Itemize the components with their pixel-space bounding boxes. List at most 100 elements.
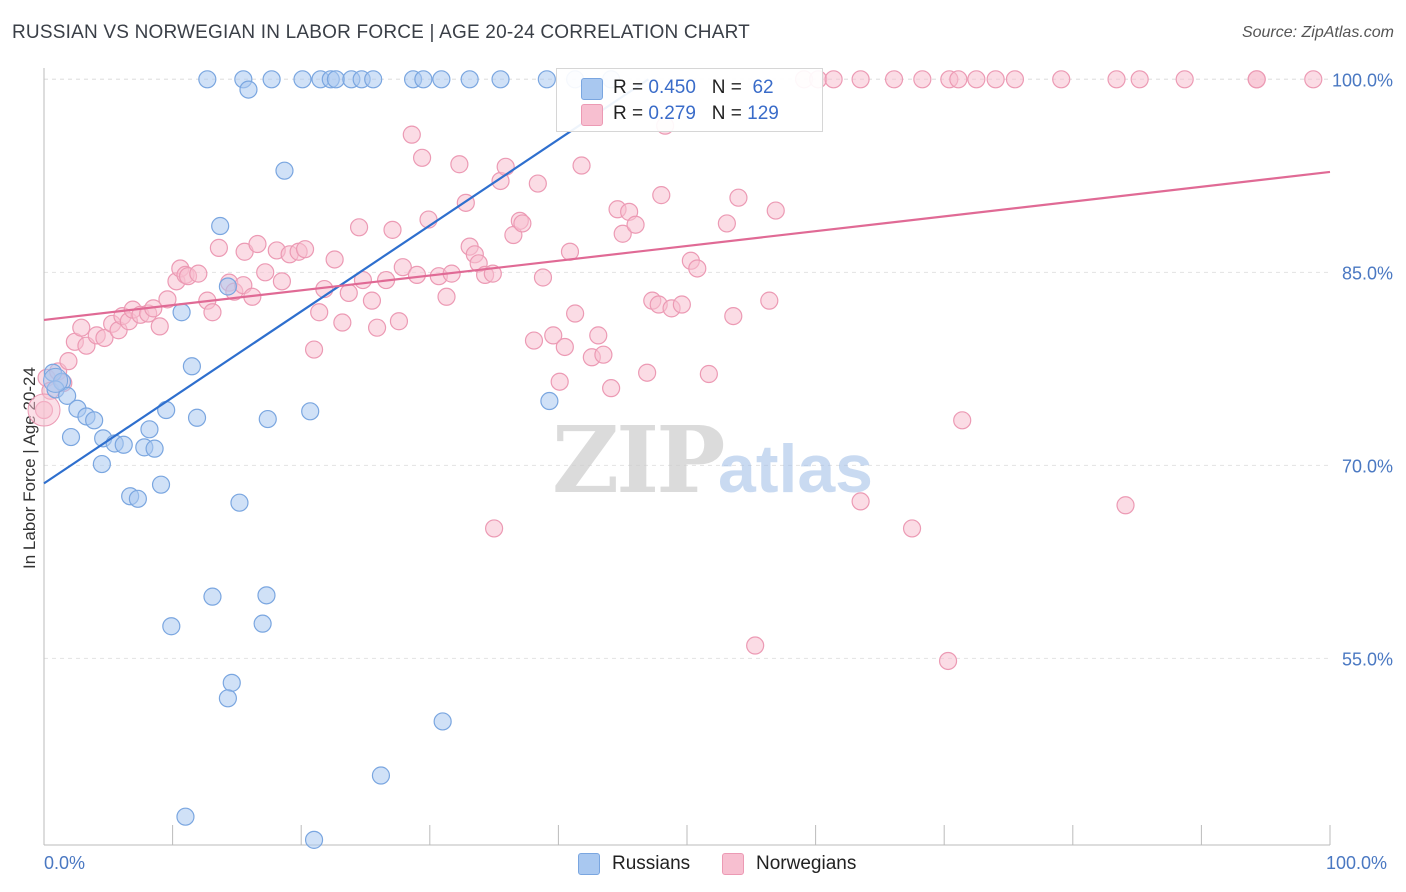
legend-n-label: N = bbox=[711, 103, 742, 124]
watermark-atlas: atlas bbox=[718, 431, 873, 507]
norwegian-point bbox=[884, 70, 904, 89]
russian-point bbox=[257, 586, 276, 605]
russian-point bbox=[140, 420, 159, 439]
norwegian-point bbox=[437, 287, 456, 306]
russian-point bbox=[491, 70, 510, 89]
norwegians-swatch bbox=[722, 853, 744, 875]
norwegian-point bbox=[594, 345, 613, 364]
russian-point bbox=[176, 807, 195, 826]
norwegian-point bbox=[967, 70, 986, 89]
norwegian-point bbox=[72, 318, 91, 337]
norwegian-point bbox=[626, 215, 645, 234]
legend-r-value: 0.450 bbox=[648, 77, 696, 98]
russian-point bbox=[275, 161, 294, 180]
norwegians-trend-line bbox=[43, 170, 1331, 322]
norwegian-point bbox=[272, 272, 292, 291]
norwegian-point bbox=[485, 519, 504, 538]
russian-point bbox=[218, 277, 237, 296]
y-tick-label: 100.0% bbox=[1332, 70, 1393, 90]
legend-r-label: R = bbox=[613, 77, 644, 98]
russian-point bbox=[414, 70, 433, 89]
norwegian-point bbox=[513, 214, 532, 233]
norwegian-point bbox=[158, 290, 177, 309]
norwegian-point bbox=[824, 70, 843, 89]
russian-point bbox=[222, 673, 241, 692]
norwegian-point bbox=[325, 250, 344, 269]
legend-n-label: N = bbox=[711, 77, 742, 98]
russian-point bbox=[85, 411, 104, 430]
russian-point bbox=[304, 830, 324, 849]
norwegian-point bbox=[638, 363, 657, 382]
russian-point bbox=[253, 614, 272, 633]
norwegian-point bbox=[1130, 70, 1149, 89]
bottom-legend-norwegians-label: Norwegians bbox=[756, 853, 857, 874]
bottom-legend-russians-label: Russians bbox=[612, 853, 691, 874]
norwegian-point bbox=[304, 340, 324, 359]
norwegian-point bbox=[602, 379, 621, 398]
russian-point bbox=[187, 408, 207, 427]
norwegian-point bbox=[851, 70, 870, 89]
russian-point bbox=[460, 70, 479, 89]
russian-point bbox=[114, 435, 133, 454]
norwegian-point bbox=[766, 201, 785, 220]
source-credit: Source: ZipAtlas.com bbox=[1241, 24, 1394, 41]
watermark-zip: ZIP bbox=[552, 406, 723, 514]
russian-point bbox=[262, 70, 281, 89]
norwegian-point bbox=[450, 155, 469, 174]
y-tick-label: 55.0% bbox=[1342, 649, 1393, 669]
norwegian-point bbox=[1107, 70, 1126, 89]
norwegian-point bbox=[1052, 70, 1071, 89]
norwegian-point bbox=[393, 258, 412, 277]
norwegian-point bbox=[699, 364, 718, 384]
norwegian-point bbox=[95, 328, 114, 348]
russian-point bbox=[326, 70, 346, 89]
norwegian-point bbox=[333, 313, 352, 332]
norwegian-point bbox=[349, 218, 369, 237]
norwegian-point bbox=[150, 317, 169, 336]
russian-point-cluster bbox=[43, 367, 69, 393]
norwegian-point bbox=[203, 303, 222, 322]
norwegian-point bbox=[746, 636, 765, 655]
russian-point bbox=[92, 454, 111, 474]
russian-point bbox=[61, 427, 81, 447]
norwegian-point bbox=[729, 188, 748, 207]
norwegian-point bbox=[572, 156, 591, 175]
norwegian-point bbox=[613, 224, 632, 243]
russian-point bbox=[58, 386, 77, 405]
norwegian-point bbox=[986, 70, 1005, 89]
y-tick-label: 70.0% bbox=[1342, 456, 1393, 476]
russian-point bbox=[157, 400, 176, 420]
norwegian-point bbox=[59, 352, 78, 371]
norwegian-point bbox=[295, 240, 315, 259]
trend-lines bbox=[43, 78, 1331, 485]
legend-r-label: R = bbox=[613, 103, 644, 124]
norwegian-point bbox=[953, 411, 972, 430]
norwegian-point bbox=[383, 220, 402, 239]
norwegian-point bbox=[528, 174, 547, 193]
norwegian-point bbox=[1304, 70, 1323, 89]
russian-point bbox=[218, 689, 237, 708]
russian-point bbox=[211, 216, 230, 236]
norwegian-point bbox=[310, 303, 329, 322]
russian-point bbox=[198, 70, 217, 89]
norwegian-point bbox=[407, 265, 427, 285]
russian-point bbox=[239, 80, 258, 99]
norwegian-point bbox=[566, 304, 585, 323]
norwegian-point bbox=[189, 264, 208, 283]
legend-n-value: 129 bbox=[747, 103, 779, 124]
norwegian-point bbox=[949, 70, 968, 89]
russian-point bbox=[258, 409, 277, 429]
norwegian-point bbox=[402, 125, 421, 144]
norwegian-point bbox=[851, 492, 870, 511]
norwegian-point bbox=[256, 263, 275, 282]
norwegian-point bbox=[248, 234, 267, 254]
y-tick-labels: 55.0% 70.0% 85.0% 100.0% bbox=[1332, 70, 1393, 669]
russian-point bbox=[540, 391, 559, 411]
norwegian-point bbox=[496, 157, 515, 176]
russian-point bbox=[433, 712, 452, 731]
norwegian-point bbox=[589, 326, 608, 345]
russian-point bbox=[371, 766, 391, 785]
x-tick-label-max: 100.0% bbox=[1326, 853, 1388, 873]
norwegian-point bbox=[533, 268, 553, 287]
